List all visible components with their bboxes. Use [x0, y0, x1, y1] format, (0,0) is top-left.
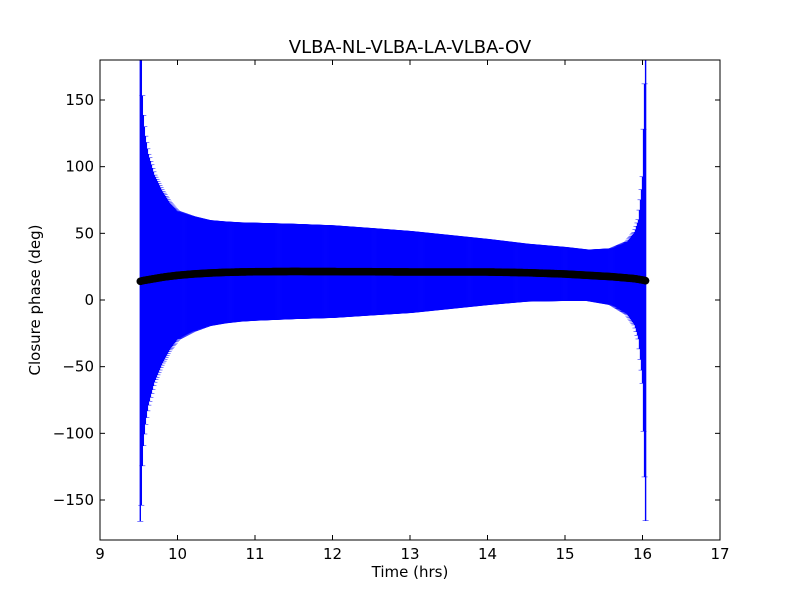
x-tick-label: 11	[245, 545, 264, 563]
x-tick-label: 13	[400, 545, 419, 563]
x-tick-label: 17	[710, 545, 729, 563]
y-tick-label: 50	[75, 224, 94, 242]
y-tick-label: −100	[53, 424, 94, 442]
y-tick-label: 0	[84, 291, 94, 309]
x-axis-label: Time (hrs)	[371, 563, 449, 581]
plot-area	[136, 60, 650, 522]
y-tick-label: 150	[65, 91, 94, 109]
chart-title: VLBA-NL-VLBA-LA-VLBA-OV	[289, 37, 532, 58]
y-tick-label: −50	[62, 358, 94, 376]
x-tick-label: 12	[323, 545, 342, 563]
data-markers	[136, 267, 650, 286]
x-tick-label: 10	[168, 545, 187, 563]
x-axis-ticks: 9 10 11 12 13 14 15 16 17	[95, 60, 730, 563]
x-tick-label: 14	[478, 545, 497, 563]
x-tick-label: 9	[95, 545, 105, 563]
y-tick-label: 100	[65, 158, 94, 176]
data-point	[641, 276, 650, 285]
x-tick-label: 15	[555, 545, 574, 563]
y-tick-label: −150	[53, 491, 94, 509]
y-axis-ticks: −150 −100 −50 0 50 100 150	[53, 91, 720, 509]
y-axis-label: Closure phase (deg)	[26, 225, 44, 376]
x-tick-label: 16	[633, 545, 652, 563]
